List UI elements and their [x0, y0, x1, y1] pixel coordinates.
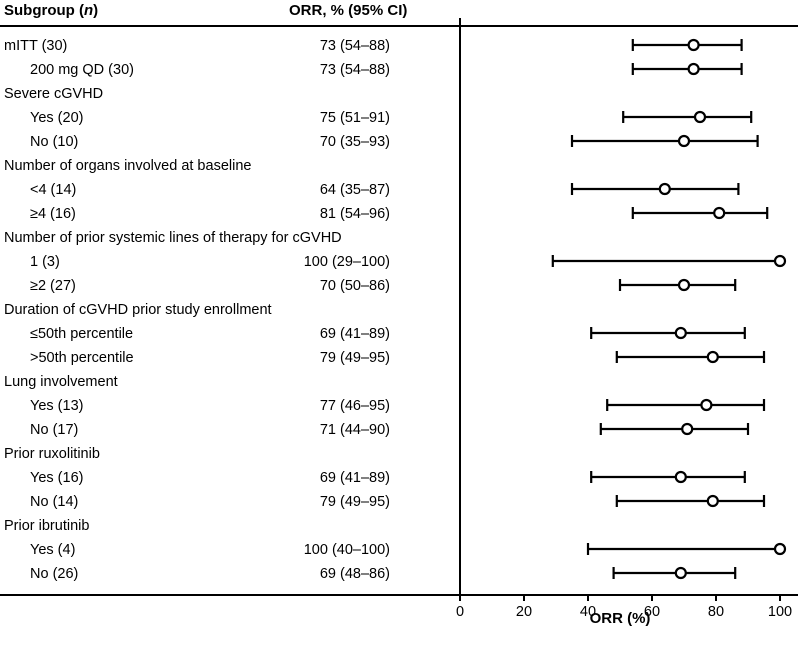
orr-value-text: 73 (54–88) — [320, 62, 390, 78]
orr-header: ORR, % (95% CI) — [289, 2, 407, 19]
subgroup-label: Yes (20) — [30, 110, 83, 126]
subgroup-row: Yes (13) 77 (46–95) — [30, 398, 766, 414]
subgroup-row: mITT (30) 73 (54–88) — [4, 38, 743, 54]
category-label: Prior ruxolitinib — [4, 446, 100, 462]
orr-value-text: 64 (35–87) — [320, 182, 390, 198]
subgroup-header: Subgroup (n) — [4, 2, 98, 19]
x-axis-label: ORR (%) — [590, 610, 651, 627]
subgroup-label: No (26) — [30, 566, 78, 582]
category-row: Duration of cGVHD prior study enrollment — [4, 302, 272, 318]
category-row: Prior ibrutinib — [4, 518, 89, 534]
point-estimate — [773, 254, 787, 268]
orr-value-text: 75 (51–91) — [320, 110, 390, 126]
orr-value-text: 100 (29–100) — [304, 254, 390, 270]
orr-value-text: 77 (46–95) — [320, 398, 390, 414]
point-estimate — [706, 350, 719, 364]
orr-value-text: 79 (49–95) — [320, 494, 390, 510]
subgroup-label: No (17) — [30, 422, 78, 438]
subgroup-row: Yes (16) 69 (41–89) — [30, 470, 746, 486]
orr-value-text: 70 (50–86) — [320, 278, 390, 294]
subgroup-label: Yes (13) — [30, 398, 83, 414]
orr-value-text: 69 (41–89) — [320, 470, 390, 486]
subgroup-label: 1 (3) — [30, 254, 60, 270]
subgroup-row: No (26) 69 (48–86) — [30, 566, 737, 582]
category-label: Severe cGVHD — [4, 86, 103, 102]
orr-value-text: 79 (49–95) — [320, 350, 390, 366]
category-label: Number of prior systemic lines of therap… — [4, 230, 342, 246]
point-estimate — [677, 134, 691, 148]
subgroup-row: 200 mg QD (30) 73 (54–88) — [30, 62, 743, 78]
x-tick-label: 40 — [580, 604, 596, 620]
category-label: Duration of cGVHD prior study enrollment — [4, 302, 272, 318]
subgroup-row: 1 (3) 100 (29–100) — [30, 254, 787, 270]
subgroup-row: No (10) 70 (35–93) — [30, 134, 759, 150]
subgroup-row: Yes (4) 100 (40–100) — [30, 542, 787, 558]
category-label: Lung involvement — [4, 374, 118, 390]
subgroup-label: mITT (30) — [4, 38, 67, 54]
point-estimate — [674, 326, 687, 340]
orr-value-text: 69 (41–89) — [320, 326, 390, 342]
point-estimate — [681, 422, 694, 436]
subgroup-row: ≥2 (27) 70 (50–86) — [30, 278, 737, 294]
subgroup-label: Yes (4) — [30, 542, 75, 558]
point-estimate — [674, 470, 687, 484]
category-row: Number of organs involved at baseline — [4, 158, 251, 174]
category-row: Number of prior systemic lines of therap… — [4, 230, 342, 246]
point-estimate — [713, 206, 726, 220]
category-row: Severe cGVHD — [4, 86, 103, 102]
point-estimate — [700, 398, 713, 412]
subgroup-label: Yes (16) — [30, 470, 83, 486]
point-estimate — [773, 542, 787, 556]
point-estimate — [674, 566, 687, 580]
x-tick-label: 0 — [456, 604, 464, 620]
orr-value-text: 71 (44–90) — [320, 422, 390, 438]
subgroup-row: No (14) 79 (49–95) — [30, 494, 766, 510]
rows: mITT (30) 73 (54–88) 200 mg QD (30) 73 (54–… — [4, 38, 787, 582]
x-tick-label: 20 — [516, 604, 532, 620]
x-tick-label: 60 — [644, 604, 660, 620]
subgroup-row: ≥4 (16) 81 (54–96) — [30, 206, 769, 222]
orr-value-text: 73 (54–88) — [320, 38, 390, 54]
subgroup-label: ≤50th percentile — [30, 326, 133, 342]
subgroup-label: No (14) — [30, 494, 78, 510]
orr-value-text: 100 (40–100) — [304, 542, 390, 558]
subgroup-label: <4 (14) — [30, 182, 76, 198]
subgroup-label: 200 mg QD (30) — [30, 62, 134, 78]
x-tick-label: 80 — [708, 604, 724, 620]
point-estimate — [687, 62, 700, 76]
category-label: Number of organs involved at baseline — [4, 158, 251, 174]
subgroup-row: Yes (20) 75 (51–91) — [30, 110, 753, 126]
orr-value-text: 70 (35–93) — [320, 134, 390, 150]
x-axis: 0 20 40 60 80 100 — [456, 595, 792, 620]
orr-value-text: 81 (54–96) — [320, 206, 390, 222]
subgroup-row: >50th percentile 79 (49–95) — [30, 350, 766, 366]
subgroup-row: No (17) 71 (44–90) — [30, 422, 750, 438]
subgroup-row: <4 (14) 64 (35–87) — [30, 182, 740, 198]
subgroup-row: ≤50th percentile 69 (41–89) — [30, 326, 746, 342]
point-estimate — [677, 278, 691, 292]
point-estimate — [687, 38, 700, 52]
category-row: Lung involvement — [4, 374, 118, 390]
point-estimate — [658, 182, 671, 196]
subgroup-label: ≥2 (27) — [30, 278, 76, 294]
point-estimate — [693, 110, 707, 124]
header-row: Subgroup (n) ORR, % (95% CI) — [4, 2, 407, 19]
x-tick-label: 100 — [768, 604, 792, 620]
point-estimate — [706, 494, 719, 508]
orr-value-text: 69 (48–86) — [320, 566, 390, 582]
category-row: Prior ruxolitinib — [4, 446, 100, 462]
category-label: Prior ibrutinib — [4, 518, 89, 534]
subgroup-label: >50th percentile — [30, 350, 134, 366]
subgroup-label: No (10) — [30, 134, 78, 150]
subgroup-label: ≥4 (16) — [30, 206, 76, 222]
